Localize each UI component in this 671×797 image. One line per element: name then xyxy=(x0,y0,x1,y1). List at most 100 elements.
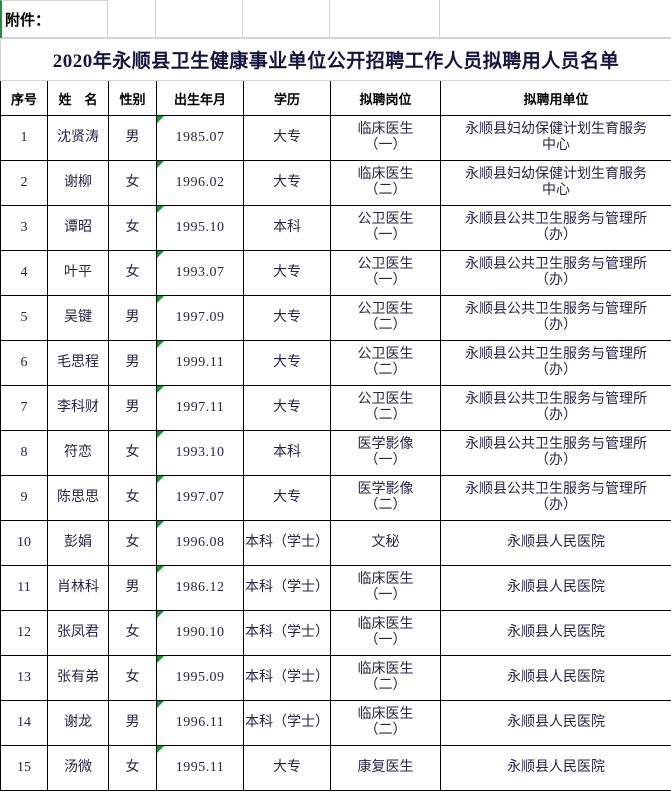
grid-cell-d[interactable] xyxy=(243,0,330,38)
unit-line-2: （办） xyxy=(535,318,578,333)
cell-birth-date: 1995.11 xyxy=(156,745,244,791)
recruitment-roster-table: 2020年永顺县卫生健康事业单位公开招聘工作人员拟聘用人员名单 序号 姓 名 性… xyxy=(0,38,671,791)
cell-gender: 男 xyxy=(108,295,157,341)
table-row: 10 彭娟女 1996.08 本科（学士） 文秘 永顺县人民医院 xyxy=(0,520,671,566)
cell-index: 10 xyxy=(0,520,48,566)
error-indicator-icon xyxy=(157,656,164,663)
cell-gender: 男 xyxy=(108,340,157,386)
unit-line-1: 永顺县公共卫生服务与管理所 xyxy=(465,256,648,272)
cell-unit: 永顺县妇幼保健计划生育服务 中心 xyxy=(439,160,671,206)
birth-date-text: 1993.10 xyxy=(175,444,225,460)
selected-cell-attachment[interactable]: 附件： xyxy=(0,0,108,38)
cell-name: 陈思思 xyxy=(47,475,109,521)
error-indicator-icon xyxy=(157,206,164,213)
position-line-1: 临床医生 xyxy=(357,706,414,722)
position-line-1: 临床医生 xyxy=(357,661,414,677)
unit-line-1: 永顺县公共卫生服务与管理所 xyxy=(465,481,648,497)
cell-position: 公卫医生 （一） xyxy=(330,250,441,296)
cell-birth-date: 1996.02 xyxy=(156,160,244,206)
table-header-row: 序号 姓 名 性别 出生年月 学历 拟聘岗位 拟聘用单位 xyxy=(0,80,671,116)
position-line-1: 文秘 xyxy=(371,534,400,550)
position-line-2: （二） xyxy=(364,363,407,378)
birth-date-text: 1999.11 xyxy=(175,354,225,370)
cell-education: 本科 xyxy=(243,430,331,476)
cell-birth-date: 1986.12 xyxy=(156,565,244,611)
cell-name: 汤微 xyxy=(47,745,109,791)
unit-line-1: 永顺县人民医院 xyxy=(507,624,606,640)
cell-position: 文秘 xyxy=(330,520,441,566)
birth-date-text: 1996.08 xyxy=(175,534,225,550)
unit-line-2: （办） xyxy=(535,498,578,513)
unit-line-1: 永顺县公共卫生服务与管理所 xyxy=(465,301,648,317)
cell-position: 临床医生 （一） xyxy=(330,565,441,611)
error-indicator-icon xyxy=(157,386,164,393)
cell-name: 毛思程 xyxy=(47,340,109,386)
cell-unit: 永顺县人民医院 xyxy=(439,565,671,611)
unit-line-2: （办） xyxy=(535,363,578,378)
position-line-2: （二） xyxy=(364,408,407,423)
cell-unit: 永顺县人民医院 xyxy=(439,655,671,701)
cell-position: 临床医生 （一） xyxy=(330,610,441,656)
column-header-unit: 拟聘用单位 xyxy=(439,80,671,116)
cell-gender: 女 xyxy=(108,475,157,521)
cell-education: 大专 xyxy=(243,115,331,161)
birth-date-text: 1993.07 xyxy=(175,264,225,280)
unit-line-1: 永顺县人民医院 xyxy=(507,534,606,550)
grid-cell-e[interactable] xyxy=(330,0,440,38)
cell-unit: 永顺县公共卫生服务与管理所 （办） xyxy=(439,475,671,521)
error-indicator-icon xyxy=(157,611,164,618)
grid-cell-f[interactable] xyxy=(440,0,671,38)
error-indicator-icon xyxy=(157,341,164,348)
error-indicator-icon xyxy=(157,566,164,573)
cell-position: 康复医生 xyxy=(330,745,441,791)
cell-education: 本科（学士） xyxy=(243,700,331,746)
cell-position: 公卫医生 （二） xyxy=(330,295,441,341)
cell-name: 沈贤涛 xyxy=(47,115,109,161)
page-title: 2020年永顺县卫生健康事业单位公开招聘工作人员拟聘用人员名单 xyxy=(0,38,671,81)
cell-birth-date: 1993.07 xyxy=(156,250,244,296)
cell-unit: 永顺县公共卫生服务与管理所 （办） xyxy=(439,430,671,476)
cell-name: 吴键 xyxy=(47,295,109,341)
unit-line-1: 永顺县妇幼保健计划生育服务 xyxy=(465,166,648,182)
cell-unit: 永顺县妇幼保健计划生育服务 中心 xyxy=(439,115,671,161)
cell-birth-date: 1997.07 xyxy=(156,475,244,521)
cell-position: 公卫医生 （一） xyxy=(330,205,441,251)
cell-unit: 永顺县公共卫生服务与管理所 （办） xyxy=(439,385,671,431)
cell-education: 大专 xyxy=(243,475,331,521)
cell-gender: 男 xyxy=(108,700,157,746)
position-line-2: （一） xyxy=(364,588,407,603)
position-line-2: （二） xyxy=(364,678,407,693)
cell-position: 公卫医生 （二） xyxy=(330,385,441,431)
position-line-2: （二） xyxy=(364,183,407,198)
cell-name: 李科财 xyxy=(47,385,109,431)
table-row: 4 叶平女 1993.07 大专 公卫医生 （一） 永顺县公共卫生服务与管理所 （办） xyxy=(0,250,671,296)
cell-gender: 女 xyxy=(108,610,157,656)
grid-cell-c[interactable] xyxy=(156,0,243,38)
cell-birth-date: 1985.07 xyxy=(156,115,244,161)
cell-education: 本科（学士） xyxy=(243,565,331,611)
cell-position: 医学影像 （二） xyxy=(330,475,441,521)
table-title-row: 2020年永顺县卫生健康事业单位公开招聘工作人员拟聘用人员名单 xyxy=(0,38,671,81)
error-indicator-icon xyxy=(157,161,164,168)
cell-name: 谢柳 xyxy=(47,160,109,206)
column-header-education: 学历 xyxy=(243,80,331,116)
unit-line-2: 中心 xyxy=(542,138,571,153)
birth-date-text: 1995.09 xyxy=(175,669,225,685)
cell-unit: 永顺县公共卫生服务与管理所 （办） xyxy=(439,205,671,251)
position-line-1: 公卫医生 xyxy=(357,391,414,407)
cell-education: 本科（学士） xyxy=(243,655,331,701)
error-indicator-icon xyxy=(157,521,164,528)
cell-index: 9 xyxy=(0,475,48,521)
cell-birth-date: 1996.11 xyxy=(156,700,244,746)
position-line-1: 康复医生 xyxy=(357,759,414,775)
grid-cell-b[interactable] xyxy=(108,0,156,38)
position-line-2: （二） xyxy=(364,723,407,738)
unit-line-1: 永顺县公共卫生服务与管理所 xyxy=(465,436,648,452)
cell-education: 本科（学士） xyxy=(243,520,331,566)
table-row: 3 谭昭女 1995.10 本科 公卫医生 （一） 永顺县公共卫生服务与管理所 （办） xyxy=(0,205,671,251)
cell-name: 谢龙 xyxy=(47,700,109,746)
spreadsheet-gridline-strip: 附件： xyxy=(0,0,671,38)
unit-line-1: 永顺县人民医院 xyxy=(507,579,606,595)
cell-index: 5 xyxy=(0,295,48,341)
cell-gender: 男 xyxy=(108,115,157,161)
